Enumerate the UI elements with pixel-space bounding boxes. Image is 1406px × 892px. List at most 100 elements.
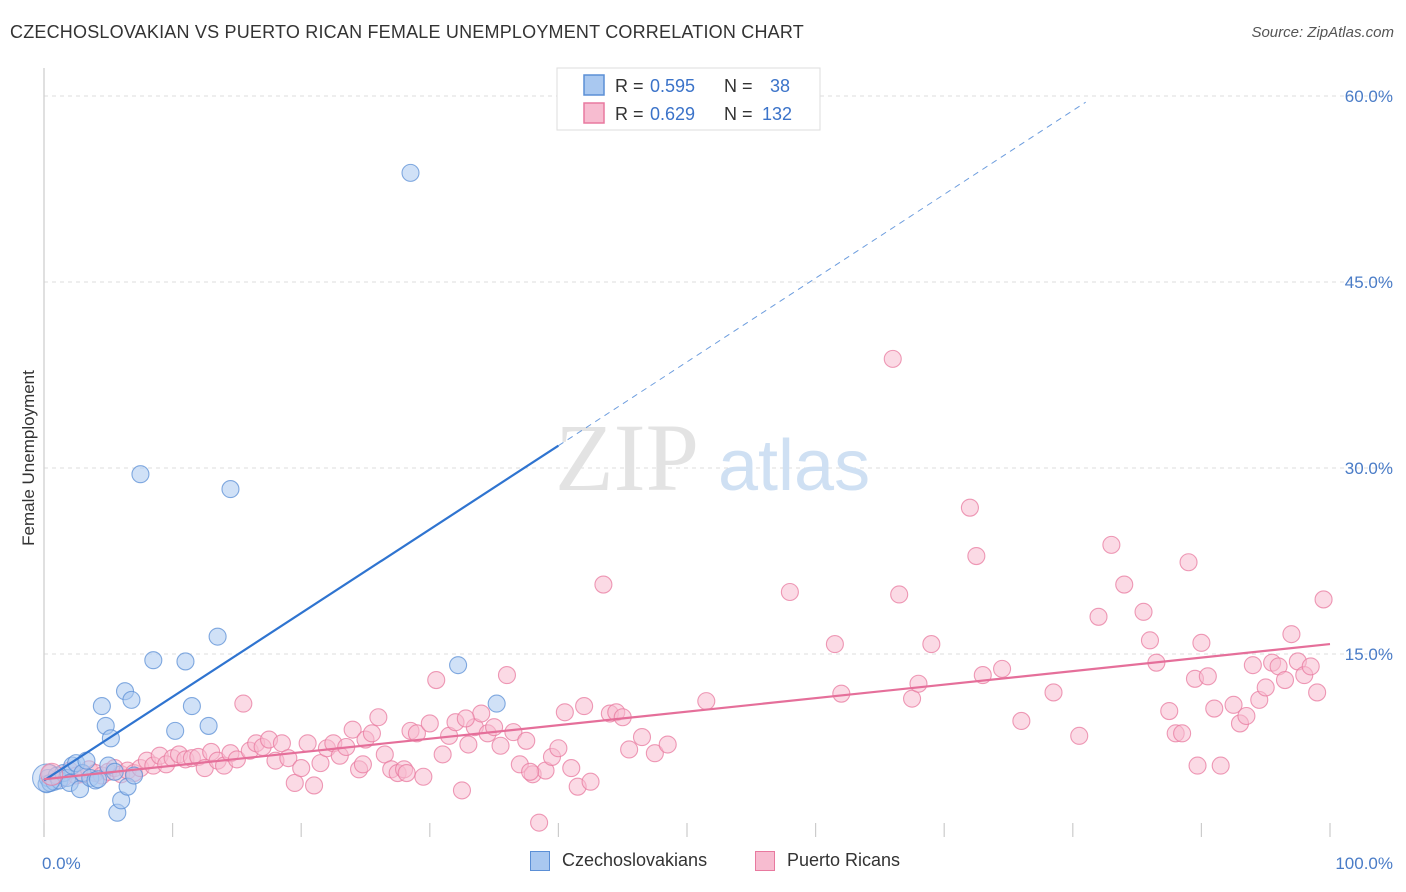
- czech-point: [449, 656, 468, 675]
- pr-point: [1140, 631, 1160, 650]
- tick-label-layer: 15.0% 30.0% 45.0% 60.0% 0.0% 100.0%: [42, 87, 1393, 873]
- pr-point: [427, 670, 446, 690]
- czech-trend-extension: [558, 101, 1086, 447]
- y-axis-title: Female Unemployment: [19, 370, 38, 546]
- pr-point: [272, 734, 291, 753]
- pr-point: [1102, 535, 1121, 554]
- czech-point: [221, 480, 240, 499]
- czech-point: [487, 694, 506, 713]
- pr-point: [521, 762, 540, 781]
- pr-point: [780, 582, 799, 602]
- pr-point: [645, 744, 664, 763]
- pr-point: [555, 703, 574, 722]
- watermark-atlas: atlas: [718, 426, 870, 506]
- pr-point: [353, 755, 372, 774]
- bottom-legend-pr-label: Puerto Ricans: [787, 850, 901, 870]
- pr-point: [1282, 625, 1301, 644]
- pr-point: [832, 684, 851, 703]
- legend-r-value-czech: 0.595: [650, 76, 695, 96]
- pr-point: [292, 759, 311, 778]
- pr-point: [497, 666, 517, 685]
- pr-point: [575, 697, 594, 716]
- pr-point: [1256, 678, 1275, 697]
- czech-point: [122, 690, 141, 709]
- y-tick-label: 45.0%: [1345, 273, 1393, 292]
- pr-point: [517, 731, 536, 750]
- pr-point: [1198, 667, 1217, 686]
- pr-point: [1224, 695, 1243, 714]
- czech-point: [92, 697, 111, 716]
- pr-point: [369, 708, 388, 727]
- pr-point: [1134, 602, 1153, 621]
- bottom-legend-pr-swatch: [755, 850, 775, 871]
- pr-point: [658, 735, 677, 754]
- pr-point: [967, 546, 986, 566]
- pr-point: [311, 754, 330, 773]
- pr-point: [1188, 756, 1207, 775]
- pr-point: [1275, 670, 1295, 690]
- pr-point: [993, 659, 1012, 678]
- y-tick-label: 30.0%: [1345, 459, 1393, 478]
- trend-layer: [43, 101, 1331, 782]
- x-tick-label: 0.0%: [42, 854, 81, 873]
- pr-point: [1237, 706, 1256, 726]
- legend-swatch-czech: [583, 74, 605, 96]
- pr-point: [298, 734, 317, 753]
- legend-swatch-pr: [583, 102, 605, 124]
- watermark: ZIP atlas: [555, 404, 870, 511]
- pr-point: [504, 723, 523, 742]
- pr-point: [1070, 726, 1089, 745]
- czech-point: [199, 716, 218, 735]
- pr-trend-line: [43, 642, 1331, 781]
- czech-point: [77, 751, 96, 770]
- pr-point: [1089, 607, 1108, 626]
- pr-point: [1211, 756, 1230, 775]
- points-layer: [32, 163, 1333, 832]
- pr-point: [883, 349, 902, 368]
- pr-point: [433, 745, 452, 764]
- legend-n-label-pr: N =: [724, 104, 753, 124]
- pr-point: [1179, 553, 1198, 572]
- chart-title: CZECHOSLOVAKIAN VS PUERTO RICAN FEMALE U…: [10, 22, 804, 42]
- pr-point: [581, 772, 600, 791]
- pr-point: [362, 724, 381, 743]
- pr-point: [549, 739, 568, 758]
- legend-r-value-pr: 0.629: [650, 104, 695, 124]
- czech-point: [176, 652, 195, 671]
- bottom-legend-czech-swatch: [530, 850, 550, 871]
- bottom-legend-czech: Czechoslovakians: [530, 850, 707, 871]
- pr-point: [420, 714, 439, 733]
- pr-point: [697, 692, 716, 711]
- pr-point: [922, 635, 941, 654]
- pr-point: [562, 759, 581, 778]
- grid-layer: [44, 95, 1392, 655]
- pr-point: [825, 635, 844, 654]
- pr-point: [285, 773, 304, 793]
- pr-point: [407, 724, 426, 743]
- pr-point: [456, 709, 475, 728]
- czech-point: [401, 163, 420, 182]
- pr-point: [1205, 699, 1224, 718]
- pr-point: [1192, 633, 1211, 652]
- legend-r-label-pr: R =: [615, 104, 644, 124]
- y-tick-label: 60.0%: [1345, 87, 1393, 106]
- pr-point: [491, 736, 510, 755]
- pr-point: [397, 763, 416, 783]
- pr-point: [234, 694, 253, 713]
- pr-point: [1314, 590, 1333, 609]
- pr-point: [1044, 683, 1063, 702]
- czech-point: [208, 627, 227, 646]
- pr-point: [530, 813, 549, 832]
- pr-point: [594, 575, 613, 594]
- legend-n-label-czech: N =: [724, 76, 753, 96]
- pr-point: [1160, 701, 1179, 721]
- legend-n-value-pr: 132: [762, 104, 792, 124]
- top-legend: R = 0.595 N = 38 R = 0.629 N = 132: [556, 67, 821, 131]
- pr-point: [960, 498, 979, 517]
- pr-point: [472, 704, 491, 723]
- source-credit: Source: ZipAtlas.com: [1251, 24, 1394, 41]
- pr-point: [902, 689, 922, 708]
- pr-point: [1308, 683, 1327, 702]
- czech-point: [144, 651, 163, 670]
